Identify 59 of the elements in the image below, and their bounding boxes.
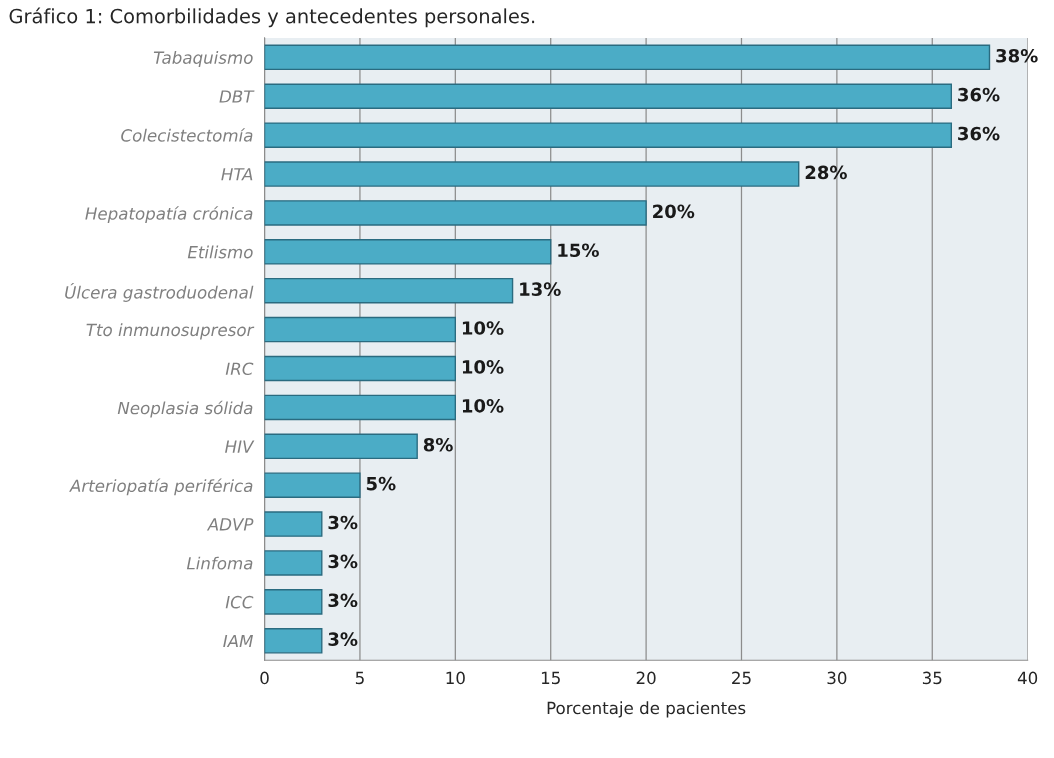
bar bbox=[264, 316, 457, 343]
data-label: 36% bbox=[958, 126, 1000, 141]
y-tick-label: ADVP bbox=[206, 518, 254, 531]
x-tick-label: 40 bbox=[1017, 671, 1038, 685]
y-tick-label: Linfoma bbox=[186, 556, 253, 570]
data-label: 13% bbox=[520, 282, 561, 296]
y-tick-label: Arteriopatía periférica bbox=[69, 478, 253, 496]
x-tick-label: 20 bbox=[636, 671, 656, 685]
data-label: 3% bbox=[328, 554, 358, 569]
data-label: 10% bbox=[462, 321, 504, 335]
y-tick-label: IAM bbox=[223, 634, 253, 648]
y-tick-label: HTA bbox=[221, 168, 253, 181]
bar bbox=[264, 122, 953, 148]
bar bbox=[264, 277, 514, 304]
y-tick-label: HIV bbox=[225, 440, 255, 453]
bar bbox=[264, 628, 323, 654]
y-tick-label: Tto inmunosupresor bbox=[86, 323, 255, 340]
data-label: 10% bbox=[462, 360, 504, 374]
data-label: 36% bbox=[958, 87, 1000, 102]
bar bbox=[264, 200, 647, 226]
bar bbox=[264, 472, 361, 498]
data-label: 38% bbox=[996, 48, 1038, 63]
data-label: 20% bbox=[653, 204, 695, 219]
y-tick-label: Tabaquismo bbox=[153, 51, 253, 68]
x-tick-label: 10 bbox=[446, 671, 465, 685]
data-label: 5% bbox=[366, 476, 396, 491]
bar bbox=[264, 161, 800, 187]
x-tick-label: 35 bbox=[922, 671, 942, 685]
y-tick-label: Úlcera gastroduodenal bbox=[65, 283, 254, 302]
bar bbox=[264, 355, 457, 382]
data-label: 3% bbox=[328, 632, 358, 647]
x-axis-title: Porcentaje de pacientes bbox=[547, 701, 746, 718]
data-label: 15% bbox=[558, 243, 599, 258]
y-tick-label: Etilismo bbox=[187, 245, 253, 259]
bar bbox=[264, 433, 418, 460]
data-label: 28% bbox=[805, 165, 847, 180]
x-tick-label: 25 bbox=[732, 671, 751, 685]
bar bbox=[264, 239, 552, 265]
y-tick-label: Neoplasia sólida bbox=[117, 400, 253, 418]
x-tick-label: 5 bbox=[355, 671, 364, 685]
data-label: 8% bbox=[423, 437, 453, 452]
bar bbox=[264, 550, 323, 576]
x-tick-label: 0 bbox=[260, 671, 269, 685]
data-label: 3% bbox=[328, 593, 358, 608]
chart-title: Gráfico 1: Comorbilidades y antecedentes personales. bbox=[9, 7, 535, 28]
y-tick-label: DBT bbox=[219, 90, 255, 103]
bar bbox=[264, 83, 953, 109]
x-tick-label: 15 bbox=[541, 671, 560, 685]
y-tick-label: Hepatopatía crónica bbox=[85, 206, 253, 224]
x-tick-label: 30 bbox=[827, 671, 847, 685]
bar bbox=[264, 394, 457, 421]
data-label: 10% bbox=[462, 398, 504, 413]
bar bbox=[264, 511, 323, 537]
y-tick-label: ICC bbox=[225, 595, 254, 609]
y-tick-label: Colecistectomía bbox=[121, 128, 253, 142]
data-label: 3% bbox=[328, 515, 358, 530]
bar bbox=[264, 44, 991, 71]
y-tick-label: IRC bbox=[225, 362, 254, 376]
bar bbox=[264, 589, 323, 615]
